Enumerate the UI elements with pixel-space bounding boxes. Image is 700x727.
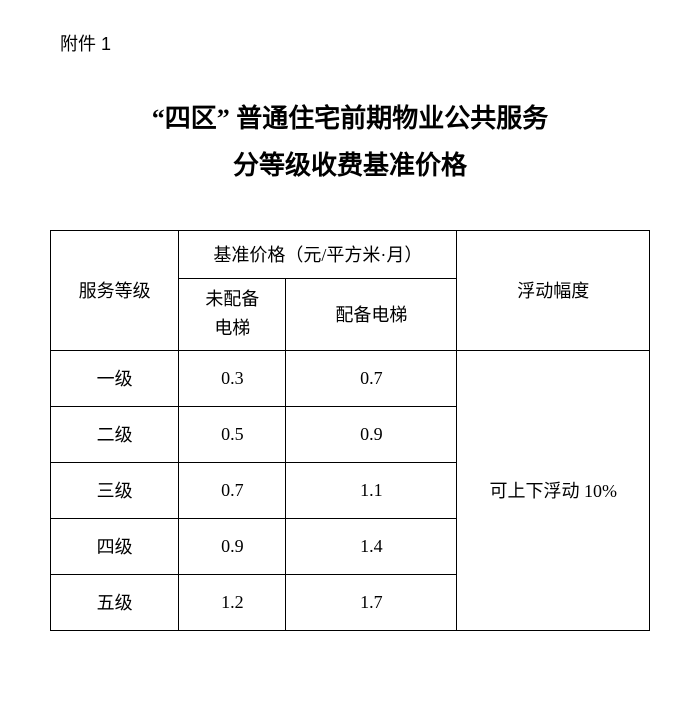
header-base-price: 基准价格（元/平方米·月） [179,230,457,278]
document-title: “四区” 普通住宅前期物业公共服务 分等级收费基准价格 [50,96,650,190]
header-no-elevator-l2: 电梯 [214,318,250,338]
attachment-label: 附件 1 [60,30,650,56]
cell-with-elev: 1.1 [286,462,457,518]
cell-level: 二级 [51,406,179,462]
table-row: 一级 0.3 0.7 可上下浮动 10% [51,350,650,406]
cell-level: 四级 [51,518,179,574]
title-line-2: 分等级收费基准价格 [50,143,650,190]
cell-with-elev: 1.4 [286,518,457,574]
title-line-1: “四区” 普通住宅前期物业公共服务 [50,96,650,143]
cell-no-elev: 0.3 [179,350,286,406]
cell-no-elev: 0.9 [179,518,286,574]
header-service-level: 服务等级 [51,230,179,350]
header-no-elevator-l1: 未配备 [205,289,259,309]
cell-no-elev: 0.5 [179,406,286,462]
cell-level: 三级 [51,462,179,518]
cell-float-text: 可上下浮动 10% [457,350,650,630]
cell-with-elev: 0.7 [286,350,457,406]
cell-no-elev: 0.7 [179,462,286,518]
cell-level: 一级 [51,350,179,406]
cell-with-elev: 1.7 [286,574,457,630]
cell-no-elev: 1.2 [179,574,286,630]
pricing-table: 服务等级 基准价格（元/平方米·月） 浮动幅度 未配备 电梯 配备电梯 一级 0… [50,230,650,631]
header-no-elevator: 未配备 电梯 [179,278,286,350]
header-float-range: 浮动幅度 [457,230,650,350]
cell-level: 五级 [51,574,179,630]
cell-with-elev: 0.9 [286,406,457,462]
header-with-elevator: 配备电梯 [286,278,457,350]
